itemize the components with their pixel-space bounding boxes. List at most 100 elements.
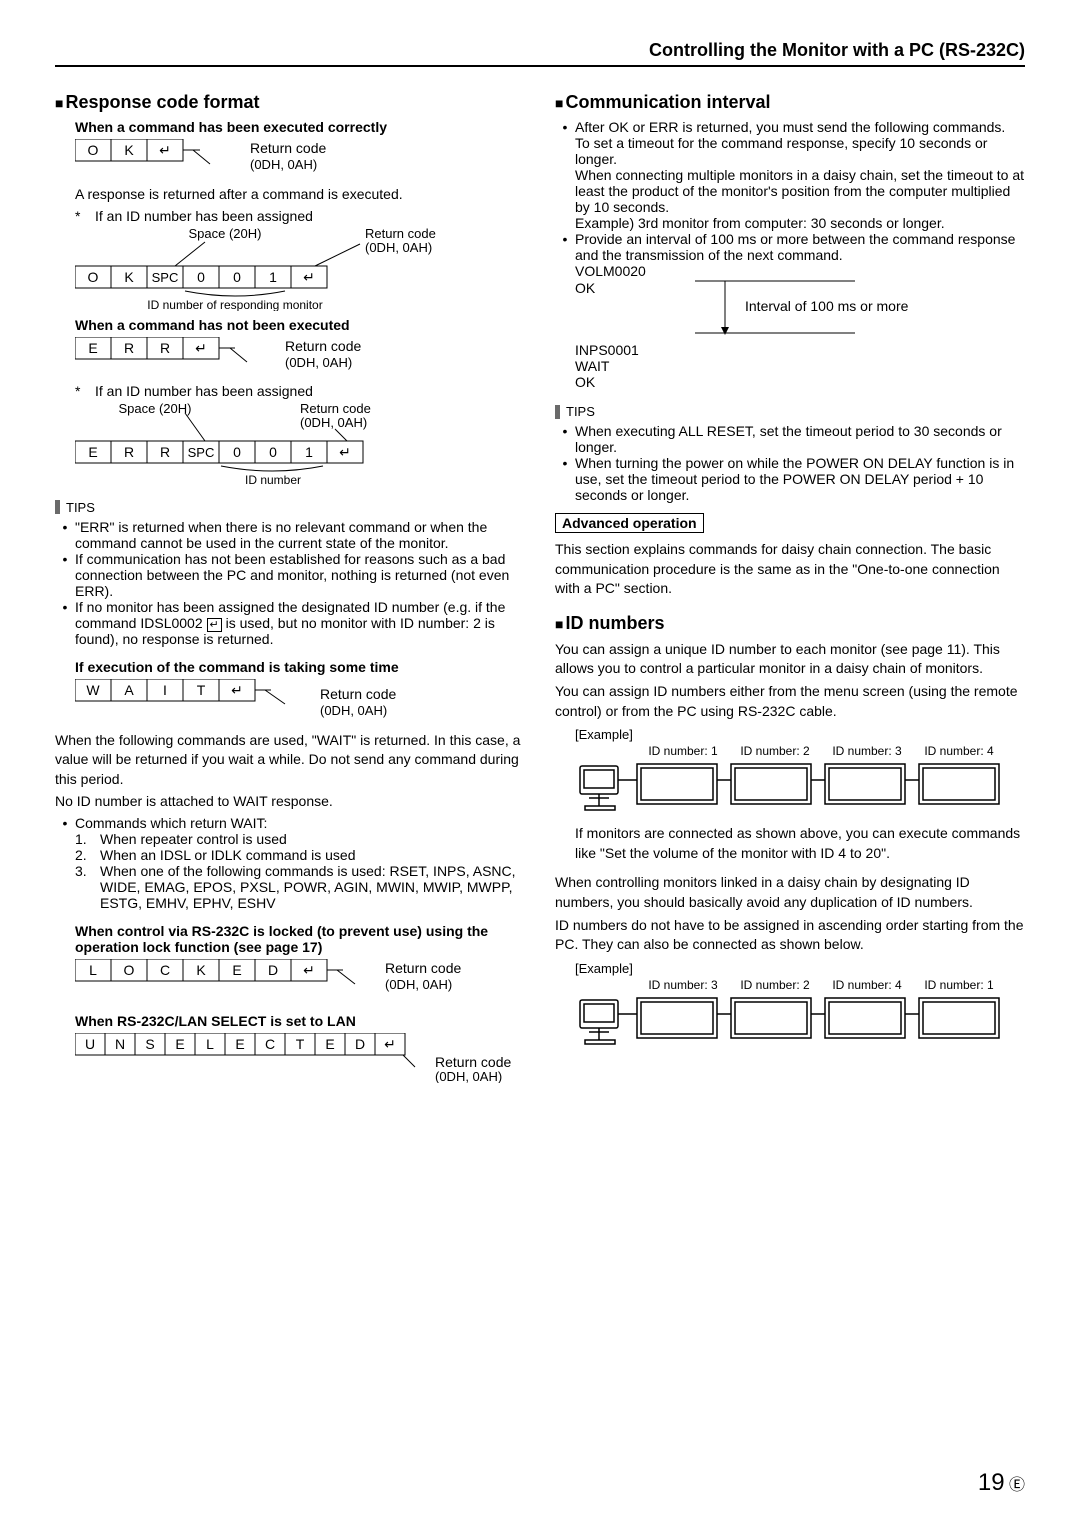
svg-text:OK: OK	[575, 280, 596, 296]
svg-text:Return code: Return code	[250, 140, 326, 156]
if-id-assigned-2: *If an ID number has been assigned	[75, 383, 525, 399]
svg-text:↵: ↵	[339, 444, 351, 460]
svg-text:K: K	[196, 962, 206, 978]
response-code-heading: ■Response code format	[55, 92, 525, 113]
svg-text:Return code: Return code	[320, 686, 396, 702]
svg-text:R: R	[160, 340, 170, 356]
svg-text:D: D	[268, 962, 278, 978]
right-bullet-1: • After OK or ERR is returned, you must …	[555, 119, 1025, 231]
id-para-3: When controlling monitors linked in a da…	[555, 873, 1025, 912]
svg-text:↵: ↵	[384, 1036, 396, 1052]
ok-id-diagram: Space (20H) Return code (0DH, 0AH) O K S…	[75, 226, 445, 311]
svg-text:0: 0	[233, 444, 241, 460]
svg-text:↵: ↵	[303, 962, 315, 978]
right-tip-1: •When executing ALL RESET, set the timeo…	[555, 423, 1025, 455]
svg-text:(0DH, 0AH): (0DH, 0AH)	[365, 240, 432, 255]
svg-text:0: 0	[269, 444, 277, 460]
svg-text:E: E	[175, 1036, 184, 1052]
wait-num-2: 2.When an IDSL or IDLK command is used	[75, 847, 525, 863]
subhead-locked: When control via RS-232C is locked (to p…	[75, 923, 525, 955]
svg-text:C: C	[265, 1036, 275, 1052]
chain-2-labels: ID number: 3ID number: 2ID number: 4ID n…	[637, 978, 1025, 992]
advanced-operation-box: Advanced operation	[555, 513, 704, 533]
svg-text:T: T	[296, 1036, 305, 1052]
svg-text:O: O	[124, 962, 135, 978]
svg-text:Return code: Return code	[285, 338, 361, 354]
right-column: ■Communication interval • After OK or ER…	[555, 92, 1025, 1087]
svg-text:(0DH, 0AH): (0DH, 0AH)	[435, 1069, 502, 1083]
err-diagram: E R R ↵ Return code (0DH, 0AH)	[75, 337, 395, 379]
err-id-diagram: Space (20H) Return code (0DH, 0AH) E R R	[75, 401, 445, 486]
locked-diagram: L O C K E D ↵ Return code (0DH, 0AH)	[75, 959, 475, 1001]
svg-text:O: O	[88, 269, 99, 285]
svg-text:(0DH, 0AH): (0DH, 0AH)	[250, 157, 317, 172]
svg-text:1: 1	[269, 269, 277, 285]
chain-1-labels: ID number: 1ID number: 2ID number: 3ID n…	[637, 744, 1025, 758]
svg-text:K: K	[124, 142, 134, 158]
svg-text:1: 1	[305, 444, 313, 460]
svg-text:↵: ↵	[195, 340, 207, 356]
svg-text:E: E	[88, 340, 97, 356]
svg-text:(0DH, 0AH): (0DH, 0AH)	[285, 355, 352, 370]
svg-text:Return code: Return code	[300, 401, 371, 416]
svg-text:(0DH, 0AH): (0DH, 0AH)	[300, 415, 367, 430]
svg-text:O: O	[88, 142, 99, 158]
chain-2-diagram	[575, 992, 1025, 1052]
svg-text:0: 0	[197, 269, 205, 285]
svg-text:↵: ↵	[159, 142, 171, 158]
left-column: ■Response code format When a command has…	[55, 92, 525, 1087]
comm-interval-heading: ■Communication interval	[555, 92, 1025, 113]
svg-text:(0DH, 0AH): (0DH, 0AH)	[320, 703, 387, 718]
page-header: Controlling the Monitor with a PC (RS-23…	[55, 40, 1025, 61]
svg-text:E: E	[88, 444, 97, 460]
svg-text:↵: ↵	[303, 269, 315, 285]
right-bullet-2: •Provide an interval of 100 ms or more b…	[555, 231, 1025, 263]
svg-text:Return code: Return code	[435, 1054, 511, 1070]
after-command-text: A response is returned after a command i…	[75, 185, 525, 205]
svg-text:R: R	[124, 444, 134, 460]
tips-right: TIPS	[555, 404, 1025, 419]
svg-text:↵: ↵	[231, 682, 243, 698]
svg-text:C: C	[160, 962, 170, 978]
svg-text:SPC: SPC	[188, 445, 215, 460]
right-tip-2: •When turning the power on while the POW…	[555, 455, 1025, 503]
if-id-assigned-1: *If an ID number has been assigned	[75, 208, 525, 224]
svg-text:R: R	[160, 444, 170, 460]
advanced-para: This section explains commands for daisy…	[555, 540, 1025, 599]
svg-text:E: E	[232, 962, 241, 978]
wait-num-1: 1.When repeater control is used	[75, 831, 525, 847]
svg-text:Space (20H): Space (20H)	[189, 226, 262, 241]
left-tip-2: •If communication has not been establish…	[55, 551, 525, 599]
subhead-executed-correctly: When a command has been executed correct…	[75, 119, 525, 135]
id-para-4: ID numbers do not have to be assigned in…	[555, 916, 1025, 955]
svg-text:W: W	[86, 682, 100, 698]
svg-text:E: E	[325, 1036, 334, 1052]
svg-text:R: R	[124, 340, 134, 356]
wait-diagram: W A I T ↵ Return code (0DH, 0AH)	[75, 679, 415, 721]
subhead-not-executed: When a command has not been executed	[75, 317, 525, 333]
svg-text:A: A	[124, 682, 134, 698]
subhead-taking-time: If execution of the command is taking so…	[75, 659, 525, 675]
svg-text:0: 0	[233, 269, 241, 285]
svg-text:ID number of responding monito: ID number of responding monitor	[147, 298, 322, 311]
page-number: 19 Ⓔ	[978, 1469, 1025, 1497]
left-tip-1: •"ERR" is returned when there is no rele…	[55, 519, 525, 551]
svg-text:N: N	[115, 1036, 125, 1052]
svg-text:ID number: ID number	[245, 473, 301, 486]
subhead-lan: When RS-232C/LAN SELECT is set to LAN	[75, 1013, 525, 1029]
chain-1-diagram	[575, 758, 1025, 818]
header-rule	[55, 65, 1025, 67]
id-numbers-heading: ■ID numbers	[555, 613, 1025, 634]
svg-text:Return code: Return code	[365, 226, 436, 241]
svg-text:Interval of 100 ms or more: Interval of 100 ms or more	[745, 298, 909, 314]
svg-text:S: S	[145, 1036, 154, 1052]
svg-text:U: U	[85, 1036, 95, 1052]
chain-1-para: If monitors are connected as shown above…	[575, 824, 1025, 863]
svg-text:T: T	[197, 682, 206, 698]
interval-diagram: VOLM0020 OK Interval of 100 ms or more I…	[575, 263, 1025, 390]
id-para-1: You can assign a unique ID number to eac…	[555, 640, 1025, 679]
svg-text:D: D	[355, 1036, 365, 1052]
wait-para-2: No ID number is attached to WAIT respons…	[55, 792, 525, 812]
svg-text:E: E	[235, 1036, 244, 1052]
svg-text:K: K	[124, 269, 134, 285]
